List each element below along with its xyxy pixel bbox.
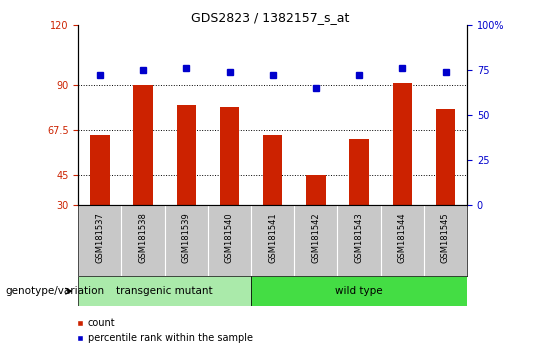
Text: wild type: wild type — [335, 286, 383, 296]
Legend: count, percentile rank within the sample: count, percentile rank within the sample — [72, 315, 257, 347]
Text: GSM181537: GSM181537 — [96, 212, 104, 263]
Bar — [133, 85, 153, 205]
Text: GSM181540: GSM181540 — [225, 212, 234, 263]
Bar — [177, 105, 196, 205]
Bar — [251, 276, 467, 306]
Bar — [393, 83, 412, 205]
Bar — [90, 135, 110, 205]
Bar — [78, 276, 251, 306]
Text: genotype/variation: genotype/variation — [5, 286, 105, 296]
Bar — [263, 135, 282, 205]
Text: GSM181538: GSM181538 — [139, 212, 147, 263]
Bar — [306, 175, 326, 205]
Text: GDS2823 / 1382157_s_at: GDS2823 / 1382157_s_at — [191, 11, 349, 24]
Text: GSM181542: GSM181542 — [312, 212, 320, 263]
Bar — [220, 107, 239, 205]
Bar — [436, 109, 455, 205]
Text: transgenic mutant: transgenic mutant — [117, 286, 213, 296]
Text: GSM181541: GSM181541 — [268, 212, 277, 263]
Text: GSM181545: GSM181545 — [441, 212, 450, 263]
Bar — [349, 139, 369, 205]
Text: GSM181539: GSM181539 — [182, 212, 191, 263]
Text: GSM181543: GSM181543 — [355, 212, 363, 263]
Text: GSM181544: GSM181544 — [398, 212, 407, 263]
